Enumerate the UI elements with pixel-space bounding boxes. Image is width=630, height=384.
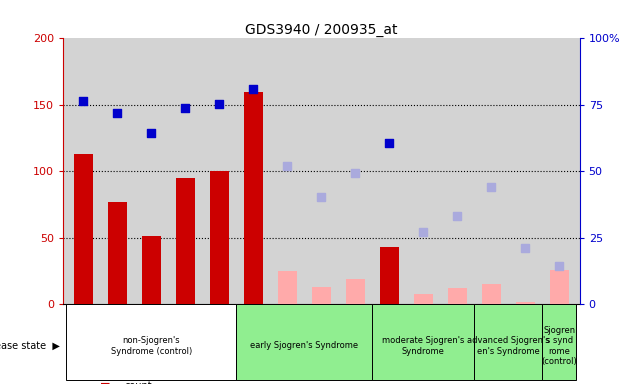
Point — [316, 194, 326, 200]
Point — [418, 229, 428, 235]
Bar — [108, 202, 127, 304]
Point — [112, 110, 122, 116]
Point — [248, 86, 258, 92]
Text: advanced Sjogren's
en's Syndrome: advanced Sjogren's en's Syndrome — [467, 336, 549, 356]
Bar — [312, 287, 331, 304]
Point — [282, 163, 292, 169]
Text: count: count — [124, 381, 152, 384]
Bar — [482, 284, 501, 304]
Point — [350, 170, 360, 176]
Bar — [176, 178, 195, 304]
Bar — [448, 288, 467, 304]
Bar — [346, 279, 365, 304]
Bar — [380, 247, 399, 304]
Bar — [210, 171, 229, 304]
Bar — [414, 294, 433, 304]
Bar — [236, 304, 372, 380]
Point — [554, 263, 564, 269]
Bar — [516, 301, 535, 304]
Bar — [474, 304, 542, 380]
Text: ■: ■ — [100, 381, 111, 384]
Bar — [372, 304, 474, 380]
Point — [180, 104, 190, 111]
Point — [146, 130, 156, 136]
Bar — [66, 304, 236, 380]
Point — [78, 98, 88, 104]
Bar — [244, 91, 263, 304]
Text: non-Sjogren's
Syndrome (control): non-Sjogren's Syndrome (control) — [111, 336, 192, 356]
Point — [214, 101, 224, 107]
Point — [486, 184, 496, 190]
Bar — [74, 154, 93, 304]
Text: moderate Sjogren's
Syndrome: moderate Sjogren's Syndrome — [382, 336, 464, 356]
Text: disease state  ▶: disease state ▶ — [0, 341, 60, 351]
Point — [452, 214, 462, 220]
Title: GDS3940 / 200935_at: GDS3940 / 200935_at — [245, 23, 398, 37]
Bar — [550, 270, 568, 304]
Text: early Sjogren's Syndrome: early Sjogren's Syndrome — [250, 341, 358, 351]
Bar — [542, 304, 576, 380]
Text: Sjogren
s synd
rome
(control): Sjogren s synd rome (control) — [541, 326, 577, 366]
Point — [520, 245, 530, 252]
Bar — [142, 237, 161, 304]
Bar — [278, 271, 297, 304]
Point — [384, 140, 394, 146]
